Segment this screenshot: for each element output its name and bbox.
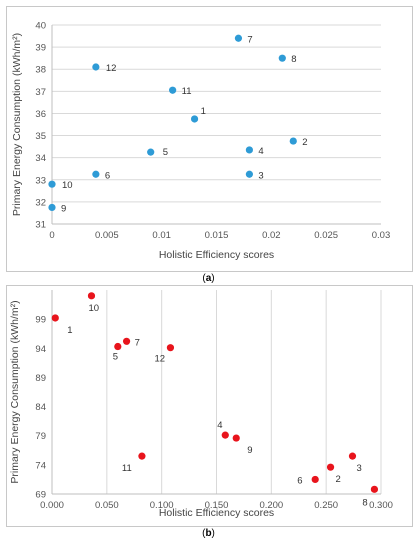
chart-b-point-11: [138, 452, 146, 460]
chart-b-point-label-11: 11: [122, 463, 132, 474]
chart-b-point-label-3: 3: [356, 463, 361, 474]
chart-a-point-label-10: 10: [62, 180, 73, 191]
chart-b-point-label-6: 6: [297, 475, 302, 486]
chart-b-x-tick-label: 0.150: [205, 500, 229, 511]
chart-a-point-label-9: 9: [61, 203, 66, 214]
chart-b-point-1: [51, 314, 59, 322]
chart-a-x-tick-label: 0.03: [372, 230, 391, 241]
chart-b-y-tick-label: 69: [35, 490, 46, 501]
chart-b-point-label-7: 7: [135, 337, 140, 348]
chart-a-point-12: [92, 63, 100, 71]
chart-b-x-tick-label: 0.050: [95, 500, 119, 511]
chart-a-point-1: [190, 115, 199, 123]
chart-b-y-tick-label: 89: [35, 373, 46, 384]
chart-b-point-5: [114, 342, 122, 351]
chart-a-point-10: [48, 180, 56, 188]
chart-b-point-4: [221, 431, 229, 439]
chart-a-x-tick-label: 0.01: [152, 230, 171, 241]
chart-a-point-label-3: 3: [258, 170, 263, 181]
chart-b-y-tick-label: 94: [35, 344, 46, 355]
chart-b-point-3: [348, 452, 357, 460]
chart-a-point-11: [169, 86, 177, 94]
chart-a-x-axis-label: Holistic Efficiency scores: [159, 249, 274, 261]
chart-b-point-label-10: 10: [88, 303, 99, 314]
chart-b-y-tick-label: 84: [35, 402, 46, 413]
chart-b-point-9: [232, 434, 240, 442]
chart-a-point-label-5: 5: [163, 147, 168, 158]
chart-a-point-label-12: 12: [106, 63, 117, 74]
chart-b-frame: [6, 285, 413, 527]
chart-a-point-8: [278, 54, 286, 62]
chart-a-point-5: [147, 148, 155, 156]
chart-a-y-tick-label: 39: [35, 43, 46, 54]
chart-b-y-axis-label: Primary Energy Consumption (kWh/m²): [9, 300, 21, 483]
chart-b-x-tick-label: 0.300: [369, 500, 393, 511]
chart-a-y-tick-label: 34: [35, 153, 46, 164]
chart-b-point-6: [311, 475, 319, 484]
chart-a-y-tick-label: 31: [35, 220, 46, 231]
chart-a-y-tick-label: 32: [35, 197, 46, 208]
chart-b-x-axis-label: Holistic Efficiency scores: [159, 507, 274, 519]
chart-a-x-tick-label: 0.025: [314, 230, 338, 241]
chart-b-point-label-4: 4: [217, 420, 222, 431]
chart-b-y-tick-label: 79: [35, 431, 46, 442]
chart-a-point-9: [48, 203, 56, 212]
chart-a-y-tick-label: 35: [35, 131, 46, 142]
chart-a-point-2: [289, 137, 297, 145]
chart-b-point-12: [166, 344, 175, 352]
chart-b-point-label-8: 8: [362, 497, 367, 508]
chart-a-point-7: [234, 34, 243, 42]
chart-a-point-3: [245, 170, 253, 178]
chart-b-point-label-5: 5: [113, 352, 118, 363]
chart-b-point-label-9: 9: [247, 445, 252, 456]
chart-a-frame: [6, 6, 413, 272]
chart-a-point-4: [245, 146, 253, 154]
chart-a-point-label-4: 4: [258, 146, 263, 157]
chart-b-x-tick-label: 0.200: [259, 500, 283, 511]
chart-b-point-label-1: 1: [67, 325, 72, 336]
chart-a-x-tick-label: 0.02: [262, 230, 281, 241]
chart-a-point-label-6: 6: [105, 170, 110, 181]
chart-b-point-2: [326, 463, 335, 471]
chart-a-point-label-11: 11: [182, 86, 192, 97]
chart-b-y-tick-label: 99: [35, 315, 46, 326]
chart-b-x-tick-label: 0.000: [40, 500, 64, 511]
chart-a-y-tick-label: 38: [35, 65, 46, 76]
chart-b-point-10: [87, 292, 96, 300]
chart-a-x-tick-label: 0.015: [205, 230, 229, 241]
chart-a-y-tick-label: 37: [35, 87, 46, 98]
chart-b-point-7: [122, 337, 131, 345]
chart-b-y-tick-label: 74: [35, 460, 46, 471]
chart-a-point-label-7: 7: [247, 34, 252, 45]
chart-a-point-6: [92, 170, 100, 178]
chart-b-x-tick-label: 0.100: [150, 500, 174, 511]
chart-b-point-label-12: 12: [154, 354, 165, 365]
caption-a: (a): [202, 273, 215, 284]
chart-a-point-label-2: 2: [302, 137, 307, 148]
chart-b-x-tick-label: 0.250: [314, 500, 338, 511]
chart-a-y-axis-label: Primary Energy Consumption (kWh/m²): [11, 33, 23, 216]
chart-a-y-tick-label: 33: [35, 175, 46, 186]
chart-b-point-label-2: 2: [336, 474, 341, 485]
caption-b: (b): [202, 528, 215, 539]
chart-a-point-label-1: 1: [201, 106, 206, 117]
chart-a-y-tick-label: 36: [35, 109, 46, 120]
chart-b-point-8: [370, 485, 379, 493]
chart-a-x-tick-label: 0.005: [95, 230, 119, 241]
chart-a-x-tick-label: 0: [49, 230, 54, 241]
chart-a-point-label-8: 8: [291, 54, 296, 65]
chart-a-y-tick-label: 40: [35, 21, 46, 32]
